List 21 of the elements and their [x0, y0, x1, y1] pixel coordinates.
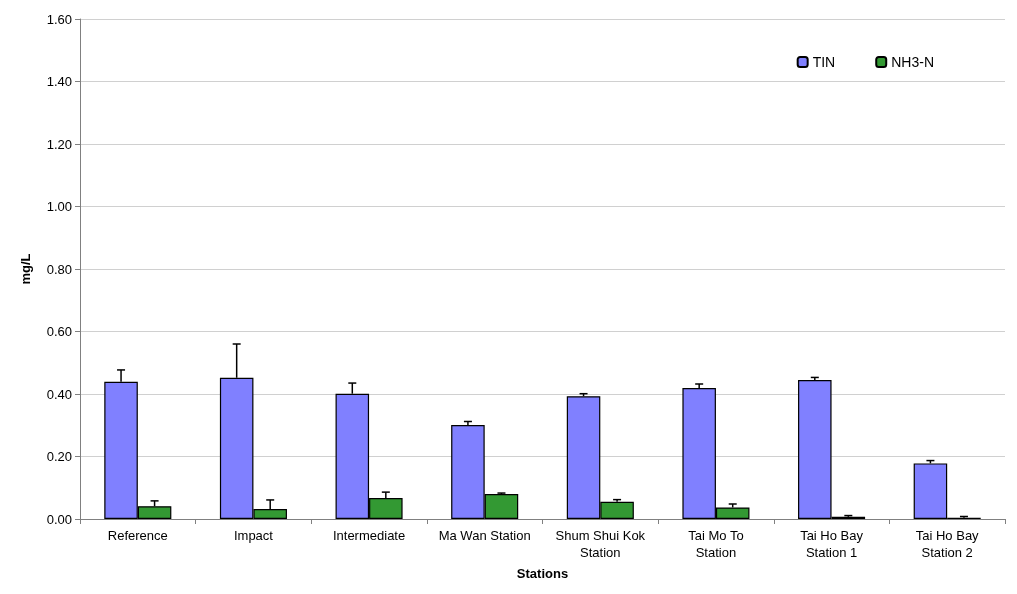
x-tick-label: Intermediate	[332, 528, 406, 543]
x-tick-label: Tai Ho Bay Station 1	[800, 528, 864, 560]
y-tick-label: 1.00	[46, 199, 72, 214]
x-tick-label: Reference	[107, 528, 168, 543]
x-tick-label: Impact	[233, 528, 274, 543]
y-tick-label: 1.20	[46, 136, 72, 152]
y-tick-label: 0.20	[46, 449, 72, 464]
y-tick-label: 0.80	[46, 261, 72, 277]
y-tick-label: 1.40	[46, 74, 72, 89]
legend-label: TIN	[812, 54, 836, 70]
x-axis-title: Stations	[516, 566, 569, 581]
x-tick-label: Tai Ho Bay Station 2	[915, 528, 980, 560]
y-axis-title: mg/L	[18, 253, 33, 285]
x-tick-label: Shum Shui Kok Station	[555, 528, 646, 560]
legend-label: NH3-N	[891, 54, 934, 70]
y-tick-label: 0.40	[46, 386, 72, 402]
y-tick-label: 0.60	[46, 324, 72, 339]
x-tick-label: Tai Mo To Station	[688, 528, 744, 560]
x-tick-label: Ma Wan Station	[438, 528, 531, 543]
y-tick-label: 0.00	[46, 511, 72, 527]
y-tick-label: 1.60	[46, 11, 72, 27]
